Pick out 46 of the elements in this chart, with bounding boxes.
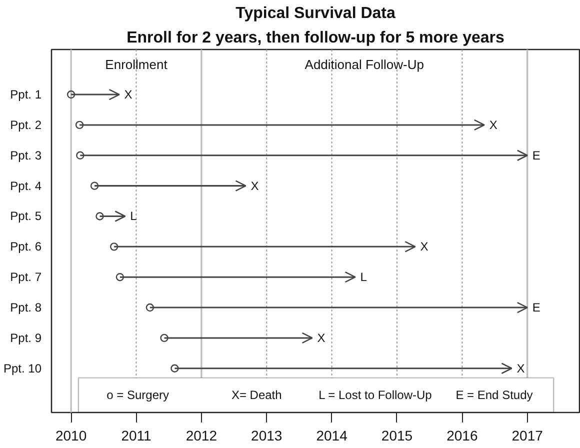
- data-label: X: [250, 178, 259, 193]
- point: [160, 334, 168, 342]
- chart-subtitle: Enroll for 2 years, then follow-up for 5 more years: [126, 30, 505, 46]
- data-label: X: [124, 88, 132, 102]
- data-label: X: [516, 361, 525, 376]
- y-tick-label: Ppt. 6: [10, 240, 42, 254]
- text: o = Surgery: [106, 388, 170, 402]
- text: E = End Study: [456, 388, 533, 402]
- x-tick-label: 2014: [316, 428, 348, 444]
- point: [170, 364, 179, 372]
- data-label: X: [420, 240, 428, 254]
- data-label: X: [489, 118, 498, 132]
- data-label: L: [130, 209, 138, 224]
- point: [66, 90, 76, 99]
- x-tick-label: 2017: [512, 428, 544, 444]
- point: [96, 212, 104, 220]
- annotation: Additional Follow-Up: [304, 57, 424, 72]
- y-tick-label: Ppt. 2: [10, 118, 42, 132]
- x-tick-label: 2013: [251, 428, 282, 444]
- y-tick-label: Ppt. 10: [3, 361, 42, 376]
- point: [116, 273, 124, 282]
- point: [110, 242, 118, 251]
- y-tick-label: Ppt. 5: [10, 209, 42, 224]
- y-tick-label: Ppt. 7: [10, 270, 42, 284]
- point: [146, 303, 154, 312]
- y-tick-label: Ppt. 1: [10, 88, 42, 102]
- y-tick-label: Ppt. 9: [10, 330, 42, 345]
- y-tick-label: Ppt. 4: [10, 178, 42, 193]
- y-tick-label: Ppt. 8: [10, 300, 42, 315]
- chart-title: Typical Survival Data: [236, 5, 396, 22]
- data-label: E: [532, 300, 540, 315]
- x-tick-label: 2015: [381, 428, 413, 444]
- point: [75, 120, 84, 130]
- x-tick-label: 2016: [446, 428, 478, 444]
- x-tick-label: 2012: [186, 428, 218, 444]
- data-label: E: [532, 148, 540, 162]
- point: [90, 182, 99, 190]
- text: X= Death: [231, 388, 282, 402]
- x-tick-label: 2010: [55, 428, 87, 444]
- text: L = Lost to Follow-Up: [318, 388, 432, 402]
- x-tick-label: 2011: [121, 428, 152, 444]
- y-tick-label: Ppt. 3: [10, 148, 42, 162]
- annotation: Enrollment: [105, 57, 168, 72]
- point: [76, 151, 84, 160]
- data-label: L: [360, 270, 368, 284]
- data-label: X: [317, 330, 326, 345]
